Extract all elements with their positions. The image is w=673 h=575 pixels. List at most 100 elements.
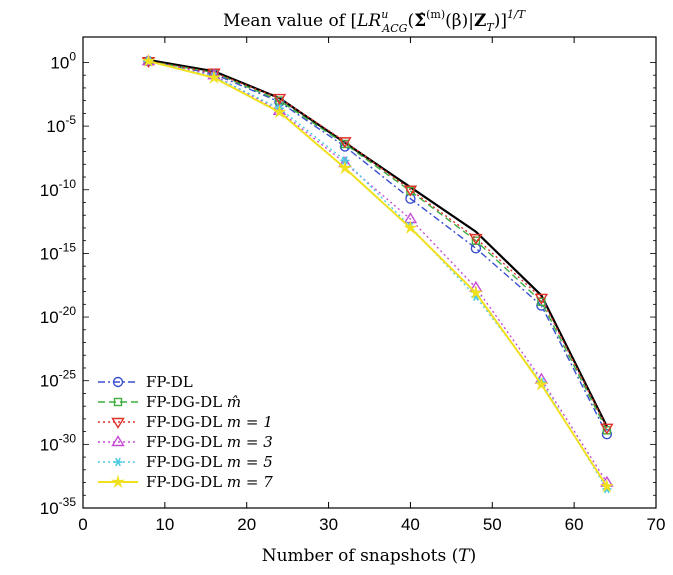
x-axis-label-var: T [458,546,471,566]
plot-area [82,36,657,509]
x-tick-label: 30 [319,515,338,534]
series-line [148,60,608,487]
triangle-down-marker [272,93,287,105]
y-tick-base: 10 [40,181,59,200]
legend-label-main: FP-DL [146,373,193,391]
star-marker [110,474,126,489]
title-z-sub: T [486,21,495,34]
y-tick-label: 10-30 [40,431,77,454]
y-tick-exponent: -15 [59,240,77,254]
series-6 [141,53,615,493]
x-axis-label: Number of snapshots (T) [262,546,477,566]
legend-item: FP-DG-DL m̂ [98,393,241,411]
star-marker [403,220,418,235]
title-prefix: Mean value of [223,11,350,31]
legend-label: FP-DG-DL m = 5 [146,453,273,471]
title-lr: LR [356,11,381,31]
y-tick-base: 10 [50,53,69,72]
star-marker [534,377,549,391]
star-marker [599,478,615,493]
y-tick-base: 10 [40,244,59,263]
x-tick-label: 60 [565,515,584,534]
y-tick-base: 10 [40,435,59,454]
title-close: )] [494,11,507,31]
triangle-down-marker [600,423,614,435]
legend-item: FP-DL [98,373,193,391]
y-tick-base: 10 [40,308,59,327]
y-tick-exponent: -30 [59,431,77,445]
y-tick-label: 10-20 [40,304,77,327]
x-tick-label: 50 [483,515,502,534]
y-tick-label: 10-25 [40,368,77,391]
series-line [148,60,608,429]
legend-label: FP-DL [146,373,193,391]
y-tick-exponent: -20 [59,304,77,318]
square-marker [113,397,123,407]
legend-label-math: m = 5 [227,453,273,471]
y-tick-label: 10-10 [40,177,77,200]
x-tick-label: 20 [237,515,256,534]
star-marker [272,104,287,119]
legend-label-main: FP-DG-DL [146,473,227,491]
square-marker [537,297,546,306]
x-tick-label: 40 [401,515,420,534]
legend-label: FP-DG-DL m̂ [146,393,241,411]
legend-label-math: m = 1 [227,413,273,431]
circle-marker [112,376,124,388]
triangle-down-marker [534,293,549,305]
legend-label-math: m = 3 [227,433,273,451]
triangle-down-marker [469,233,483,245]
legend-item: FP-DG-DL m = 5 [98,453,273,471]
y-tick-label: 100 [50,49,76,72]
chart-title: Mean value of [LRu ACG(Σ̂(m)(β)|ZT)]1/T [223,8,527,35]
legend-item: FP-DG-DL m = 7 [98,473,273,491]
title-lr-sup: u [381,8,388,21]
series-line [148,60,608,483]
legend-label-math: m̂ [227,393,241,411]
title-arg: (β)| [445,11,474,31]
circle-marker [601,428,613,440]
triangle-down-marker [111,417,125,429]
y-tick-label: 10-15 [40,240,77,263]
star-marker [468,285,484,299]
legend-label: FP-DG-DL m = 1 [146,413,273,431]
star-marker [337,160,353,175]
legend-item: FP-DG-DL m = 3 [98,433,273,451]
triangle-down-marker [403,185,418,197]
series-line [148,60,608,490]
x-tick-labels: 0 10 20 30 40 50 60 70 [78,515,665,534]
asterisk-marker [113,457,123,467]
x-axis-label-end: ) [470,546,477,566]
y-tick-label: 10-35 [40,495,77,518]
y-tick-exponent: -25 [59,368,77,382]
series-lines [141,53,615,494]
y-tick-exponent: -5 [65,113,76,127]
title-paren-open: ( [407,11,414,31]
legend-label-main: FP-DG-DL [146,413,227,431]
legend-label: FP-DG-DL m = 3 [146,433,273,451]
star-marker [206,70,222,84]
y-tick-base: 10 [40,499,59,518]
title-sigma-sup: (m) [426,8,445,21]
title-power: 1/T [507,8,527,21]
title-sigma: Σ̂ [414,11,426,31]
y-tick-exponent: -10 [59,177,77,191]
series-line [148,60,608,431]
y-tick-base: 10 [46,117,65,136]
triangle-down-marker [338,137,352,149]
legend-label-main: FP-DG-DL [146,433,227,451]
title-open: [ [350,11,357,31]
title-z: Z [474,11,486,31]
legend-label-main: FP-DG-DL [146,453,227,471]
legend-label: FP-DG-DL m = 7 [146,473,273,491]
triangle-up-marker [111,435,125,447]
y-tick-base: 10 [40,372,59,391]
star-marker [141,53,156,68]
asterisk-marker [340,156,350,165]
x-tick-label: 0 [78,515,87,534]
x-axis-label-text: Number of snapshots ( [262,546,459,566]
title-lr-sub: ACG [381,22,407,35]
